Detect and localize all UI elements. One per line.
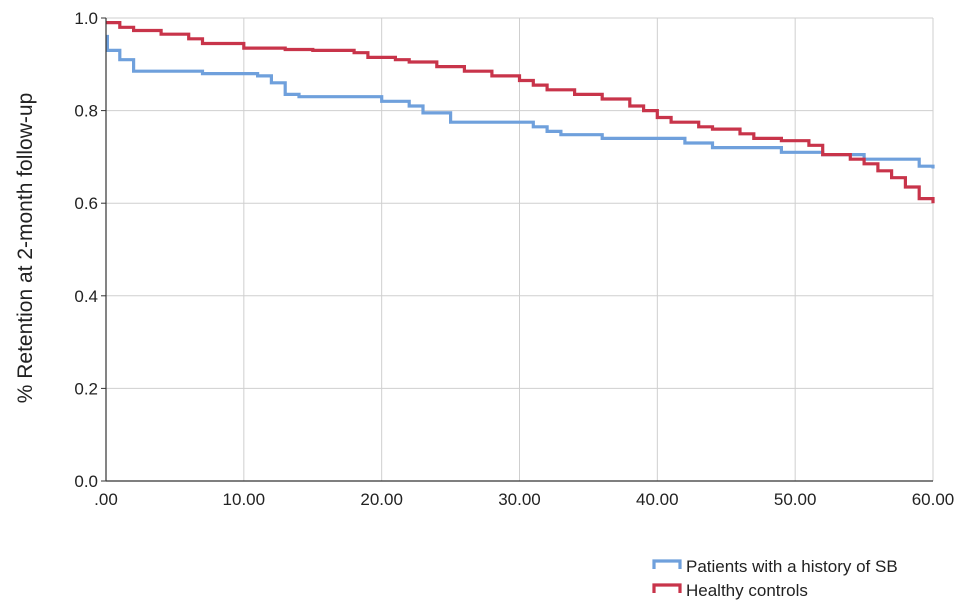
legend-label-1: Patients with a history of SB: [686, 557, 898, 576]
series-layer: [105, 21, 935, 204]
y-tick-label: 0.8: [74, 102, 98, 121]
x-tick-label: .00: [94, 490, 118, 509]
x-tick-label: 40.00: [636, 490, 679, 509]
x-tick-label: 10.00: [223, 490, 266, 509]
legend-label-2: Healthy controls: [686, 581, 808, 600]
y-tick-label: 0.0: [74, 472, 98, 491]
series-line-2: [106, 21, 935, 204]
y-tick-label: 1.0: [74, 9, 98, 28]
legend-swatch-1: [652, 559, 682, 569]
series-line-1: [105, 34, 935, 169]
legend: Patients with a history of SB Healthy con…: [652, 557, 898, 600]
tick-layer: .00 10.00 20.00 30.00 40.00 50.00 60.00 0.0 0.2 0…: [74, 9, 954, 509]
grid-layer: [106, 17, 934, 481]
y-tick-label: 0.6: [74, 194, 98, 213]
legend-swatch-2: [652, 583, 682, 593]
y-axis-label: % Retention at 2-month follow-up: [14, 93, 37, 404]
x-tick-label: 20.00: [360, 490, 403, 509]
y-tick-label: 0.2: [74, 379, 98, 398]
x-tick-label: 60.00: [912, 490, 955, 509]
x-tick-label: 50.00: [774, 490, 817, 509]
axis-layer: [105, 18, 933, 482]
x-tick-label: 30.00: [498, 490, 541, 509]
y-tick-label: 0.4: [74, 287, 98, 306]
